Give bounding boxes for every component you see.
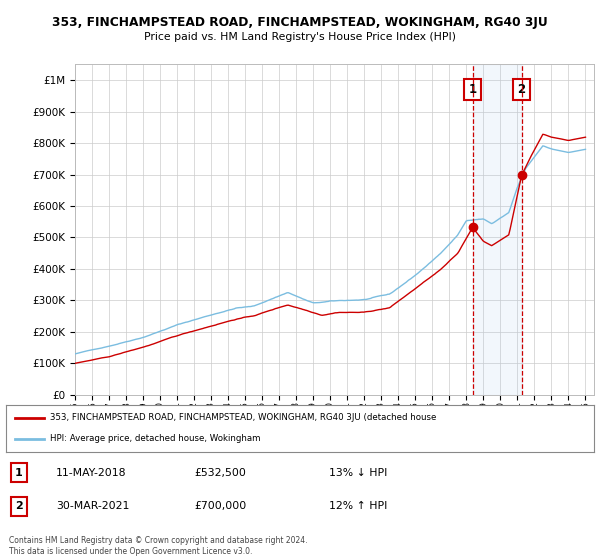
Text: 1: 1 — [15, 468, 23, 478]
Text: 1: 1 — [469, 83, 476, 96]
Text: 12% ↑ HPI: 12% ↑ HPI — [329, 501, 388, 511]
Text: £532,500: £532,500 — [194, 468, 246, 478]
Text: HPI: Average price, detached house, Wokingham: HPI: Average price, detached house, Woki… — [50, 435, 260, 444]
Text: 353, FINCHAMPSTEAD ROAD, FINCHAMPSTEAD, WOKINGHAM, RG40 3JU (detached house: 353, FINCHAMPSTEAD ROAD, FINCHAMPSTEAD, … — [50, 413, 436, 422]
Text: 353, FINCHAMPSTEAD ROAD, FINCHAMPSTEAD, WOKINGHAM, RG40 3JU: 353, FINCHAMPSTEAD ROAD, FINCHAMPSTEAD, … — [52, 16, 548, 29]
Text: 11-MAY-2018: 11-MAY-2018 — [56, 468, 127, 478]
Bar — [473, 64, 521, 395]
Text: Contains HM Land Registry data © Crown copyright and database right 2024.
This d: Contains HM Land Registry data © Crown c… — [9, 536, 308, 556]
Text: 2: 2 — [15, 501, 23, 511]
Text: 30-MAR-2021: 30-MAR-2021 — [56, 501, 130, 511]
Text: 13% ↓ HPI: 13% ↓ HPI — [329, 468, 388, 478]
Text: £700,000: £700,000 — [194, 501, 247, 511]
Text: Price paid vs. HM Land Registry's House Price Index (HPI): Price paid vs. HM Land Registry's House … — [144, 32, 456, 43]
Text: 2: 2 — [518, 83, 526, 96]
